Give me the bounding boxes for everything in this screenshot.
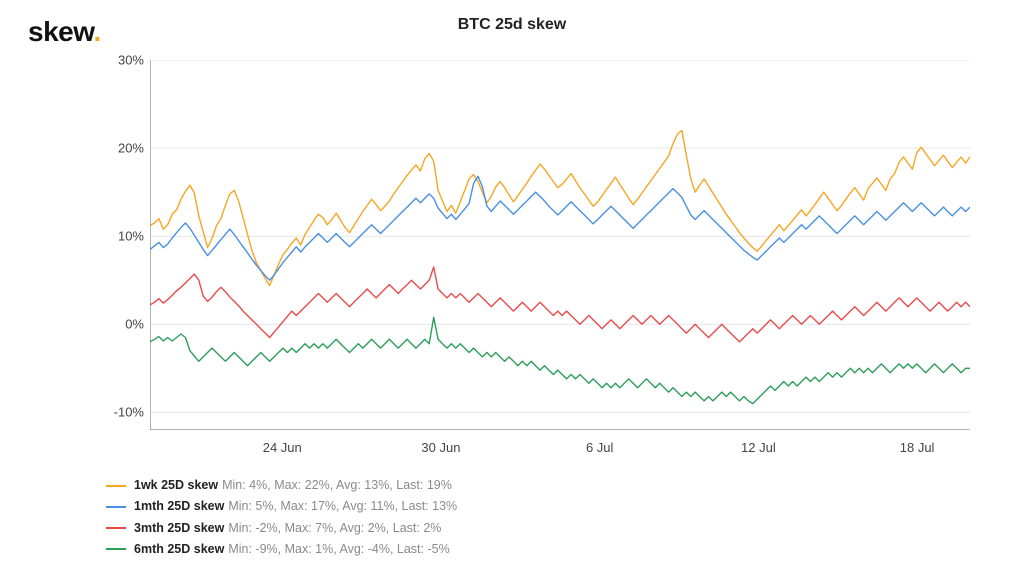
legend-swatch xyxy=(106,548,126,550)
legend-series-stats: Min: 4%, Max: 22%, Avg: 13%, Last: 19% xyxy=(222,475,452,496)
legend-series-stats: Min: 5%, Max: 17%, Avg: 11%, Last: 13% xyxy=(228,496,457,517)
legend-row-1mth: 1mth 25D skewMin: 5%, Max: 17%, Avg: 11%… xyxy=(106,496,457,517)
x-tick-label: 6 Jul xyxy=(586,440,613,455)
y-tick-label: 20% xyxy=(100,141,144,156)
legend-series-name: 3mth 25D skew xyxy=(134,518,224,539)
series-1wk xyxy=(150,131,970,286)
y-tick-label: -10% xyxy=(100,405,144,420)
legend: 1wk 25D skewMin: 4%, Max: 22%, Avg: 13%,… xyxy=(106,475,457,560)
legend-series-stats: Min: -2%, Max: 7%, Avg: 2%, Last: 2% xyxy=(228,518,441,539)
series-6mth xyxy=(150,317,970,403)
legend-swatch xyxy=(106,506,126,508)
legend-series-name: 1mth 25D skew xyxy=(134,496,224,517)
legend-series-name: 6mth 25D skew xyxy=(134,539,224,560)
legend-series-stats: Min: -9%, Max: 1%, Avg: -4%, Last: -5% xyxy=(228,539,449,560)
chart-svg xyxy=(150,60,970,430)
series-1mth xyxy=(150,176,970,280)
legend-series-name: 1wk 25D skew xyxy=(134,475,218,496)
legend-row-1wk: 1wk 25D skewMin: 4%, Max: 22%, Avg: 13%,… xyxy=(106,475,457,496)
chart-container: skew. BTC 25d skew -10%0%10%20%30% 24 Ju… xyxy=(0,0,1024,572)
chart-title: BTC 25d skew xyxy=(0,16,1024,34)
y-tick-label: 10% xyxy=(100,229,144,244)
legend-swatch xyxy=(106,485,126,487)
legend-row-3mth: 3mth 25D skewMin: -2%, Max: 7%, Avg: 2%,… xyxy=(106,518,457,539)
legend-row-6mth: 6mth 25D skewMin: -9%, Max: 1%, Avg: -4%… xyxy=(106,539,457,560)
chart-area xyxy=(150,60,970,430)
y-tick-label: 30% xyxy=(100,53,144,68)
x-tick-label: 12 Jul xyxy=(741,440,776,455)
x-tick-label: 30 Jun xyxy=(421,440,460,455)
x-tick-label: 18 Jul xyxy=(900,440,935,455)
x-tick-label: 24 Jun xyxy=(263,440,302,455)
y-tick-label: 0% xyxy=(100,317,144,332)
legend-swatch xyxy=(106,527,126,529)
